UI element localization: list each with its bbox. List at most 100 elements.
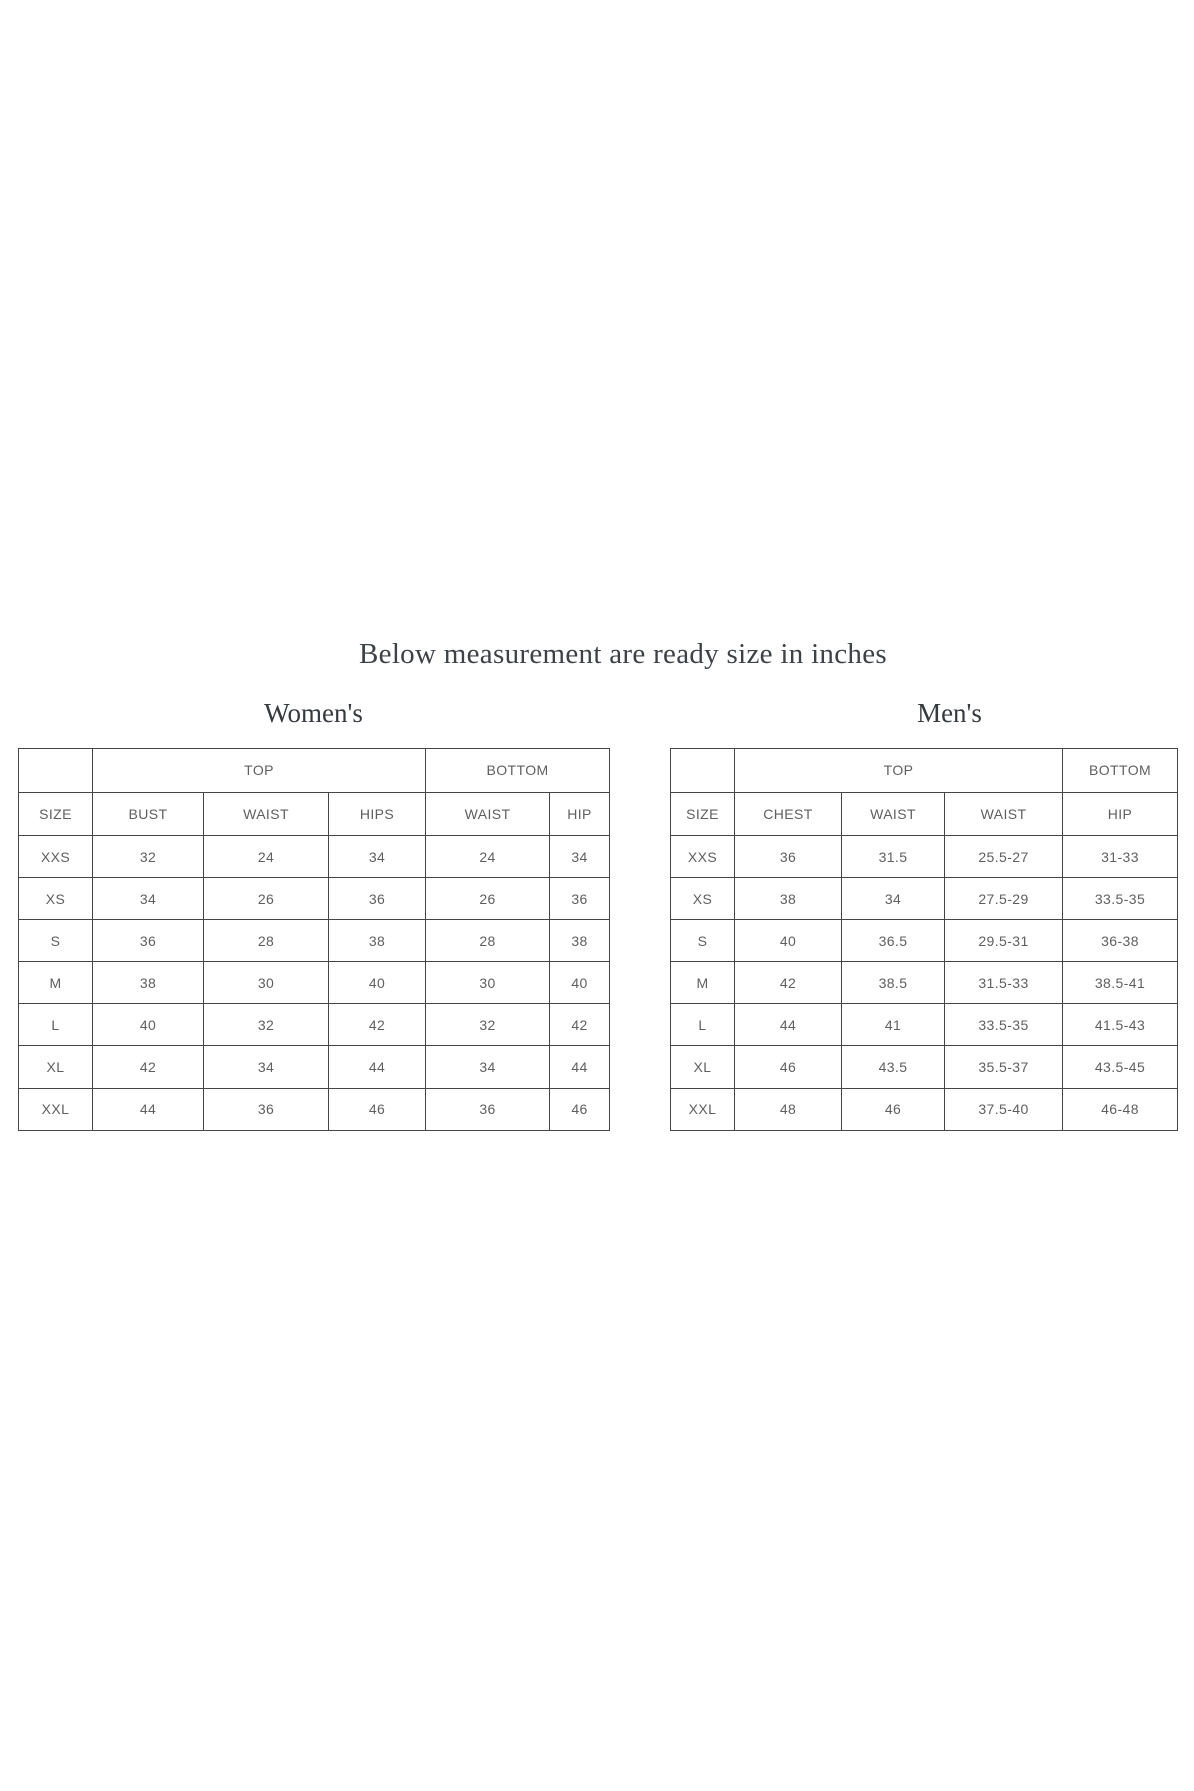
measurement-cell: 38 — [549, 919, 611, 963]
measurement-cell: 46 — [327, 1087, 427, 1131]
measurement-cell: 26 — [425, 877, 551, 921]
table-row: S 36 28 38 28 38 — [18, 919, 611, 963]
size-label-cell: XL — [18, 1045, 93, 1089]
measurement-cell: 34 — [327, 834, 427, 879]
table-row: L 40 32 42 32 42 — [18, 1003, 611, 1047]
measurement-cell: 46 — [841, 1087, 945, 1131]
size-label-cell: M — [18, 961, 93, 1005]
measurement-cell: 31.5 — [841, 834, 945, 879]
measurement-cell: 40 — [327, 961, 427, 1005]
column-header-hip: HIP — [1062, 791, 1179, 836]
measurement-cell: 36 — [203, 1087, 329, 1131]
size-label-cell: S — [18, 919, 93, 963]
measurement-cell: 34 — [549, 834, 611, 879]
measurement-cell: 43.5 — [841, 1045, 945, 1089]
table-row: XS 38 34 27.5-29 33.5-35 — [670, 877, 1179, 921]
measurement-cell: 32 — [92, 834, 204, 879]
measurement-cell: 24 — [425, 834, 551, 879]
measurement-cell: 34 — [425, 1045, 551, 1089]
measurement-cell: 36 — [327, 877, 427, 921]
column-header-hips: HIPS — [327, 791, 427, 836]
size-label-cell: L — [18, 1003, 93, 1047]
measurement-cell: 42 — [327, 1003, 427, 1047]
measurement-cell: 38 — [92, 961, 204, 1005]
group-header-row: TOP BOTTOM — [670, 748, 1179, 793]
measurement-cell: 31.5-33 — [943, 961, 1064, 1005]
size-label-cell: XS — [670, 877, 735, 921]
table-row: S 40 36.5 29.5-31 36-38 — [670, 919, 1179, 963]
measurement-cell: 32 — [425, 1003, 551, 1047]
measurement-cell: 28 — [425, 919, 551, 963]
top-group-header: TOP — [733, 748, 1064, 793]
measurement-cell: 37.5-40 — [943, 1087, 1064, 1131]
womens-table-body: XXS 32 24 34 24 34 XS 34 26 36 26 36 S 36 28 38 28 38 M 38 3… — [18, 834, 611, 1131]
size-label-cell: XS — [18, 877, 93, 921]
measurement-cell: 30 — [425, 961, 551, 1005]
measurement-cell: 36-38 — [1062, 919, 1179, 963]
measurement-cell: 36.5 — [841, 919, 945, 963]
measurement-cell: 36 — [425, 1087, 551, 1131]
bottom-group-header: BOTTOM — [1062, 748, 1179, 793]
measurement-cell: 27.5-29 — [943, 877, 1064, 921]
measurement-cell: 38.5-41 — [1062, 961, 1179, 1005]
mens-section: Men's TOP BOTTOM SIZE CHEST WAIST WAIST … — [670, 697, 1179, 1131]
column-header-row: SIZE CHEST WAIST WAIST HIP — [670, 791, 1179, 836]
table-row: XXS 32 24 34 24 34 — [18, 834, 611, 879]
measurement-cell: 31-33 — [1062, 834, 1179, 879]
blank-corner-cell — [670, 748, 735, 793]
measurement-cell: 24 — [203, 834, 329, 879]
table-row: M 38 30 40 30 40 — [18, 961, 611, 1005]
measurement-cell: 33.5-35 — [1062, 877, 1179, 921]
measurement-cell: 42 — [92, 1045, 204, 1089]
column-header-row: SIZE BUST WAIST HIPS WAIST HIP — [18, 791, 611, 836]
blank-corner-cell — [18, 748, 93, 793]
column-header-size: SIZE — [670, 791, 735, 836]
measurement-cell: 25.5-27 — [943, 834, 1064, 879]
column-header-bust: BUST — [92, 791, 204, 836]
measurement-cell: 46 — [549, 1087, 611, 1131]
measurement-cell: 38.5 — [841, 961, 945, 1005]
measurement-cell: 43.5-45 — [1062, 1045, 1179, 1089]
womens-section-title: Women's — [264, 698, 363, 728]
measurement-cell: 36 — [734, 834, 842, 879]
measurement-cell: 42 — [734, 961, 842, 1005]
mens-section-title: Men's — [917, 698, 982, 728]
page-title: Below measurement are ready size in inch… — [359, 638, 887, 670]
table-row: M 42 38.5 31.5-33 38.5-41 — [670, 961, 1179, 1005]
table-row: XL 42 34 44 34 44 — [18, 1045, 611, 1089]
group-header-row: TOP BOTTOM — [18, 748, 611, 793]
measurement-cell: 48 — [734, 1087, 842, 1131]
measurement-cell: 34 — [203, 1045, 329, 1089]
column-header-waist: WAIST — [841, 791, 945, 836]
column-header-bottom-waist: WAIST — [943, 791, 1064, 836]
measurement-cell: 30 — [203, 961, 329, 1005]
table-row: XXL 48 46 37.5-40 46-48 — [670, 1087, 1179, 1131]
bottom-group-header: BOTTOM — [425, 748, 611, 793]
measurement-cell: 28 — [203, 919, 329, 963]
measurement-cell: 29.5-31 — [943, 919, 1064, 963]
table-row: XXS 36 31.5 25.5-27 31-33 — [670, 834, 1179, 879]
size-label-cell: S — [670, 919, 735, 963]
column-header-hip: HIP — [549, 791, 611, 836]
table-row: XXL 44 36 46 36 46 — [18, 1087, 611, 1131]
womens-section: Women's TOP BOTTOM SIZE BUST WAIST HIPS … — [18, 697, 611, 1131]
measurement-cell: 46 — [734, 1045, 842, 1089]
measurement-cell: 38 — [734, 877, 842, 921]
measurement-cell: 40 — [549, 961, 611, 1005]
measurement-cell: 36 — [92, 919, 204, 963]
size-label-cell: L — [670, 1003, 735, 1047]
table-row: XS 34 26 36 26 36 — [18, 877, 611, 921]
measurement-cell: 41 — [841, 1003, 945, 1047]
measurement-cell: 36 — [549, 877, 611, 921]
size-label-cell: M — [670, 961, 735, 1005]
measurement-cell: 38 — [327, 919, 427, 963]
measurement-cell: 32 — [203, 1003, 329, 1047]
measurement-cell: 44 — [734, 1003, 842, 1047]
column-header-waist: WAIST — [203, 791, 329, 836]
size-label-cell: XXS — [18, 834, 93, 879]
size-label-cell: XXS — [670, 834, 735, 879]
size-label-cell: XXL — [18, 1087, 93, 1131]
measurement-cell: 44 — [327, 1045, 427, 1089]
top-group-header: TOP — [91, 748, 427, 793]
